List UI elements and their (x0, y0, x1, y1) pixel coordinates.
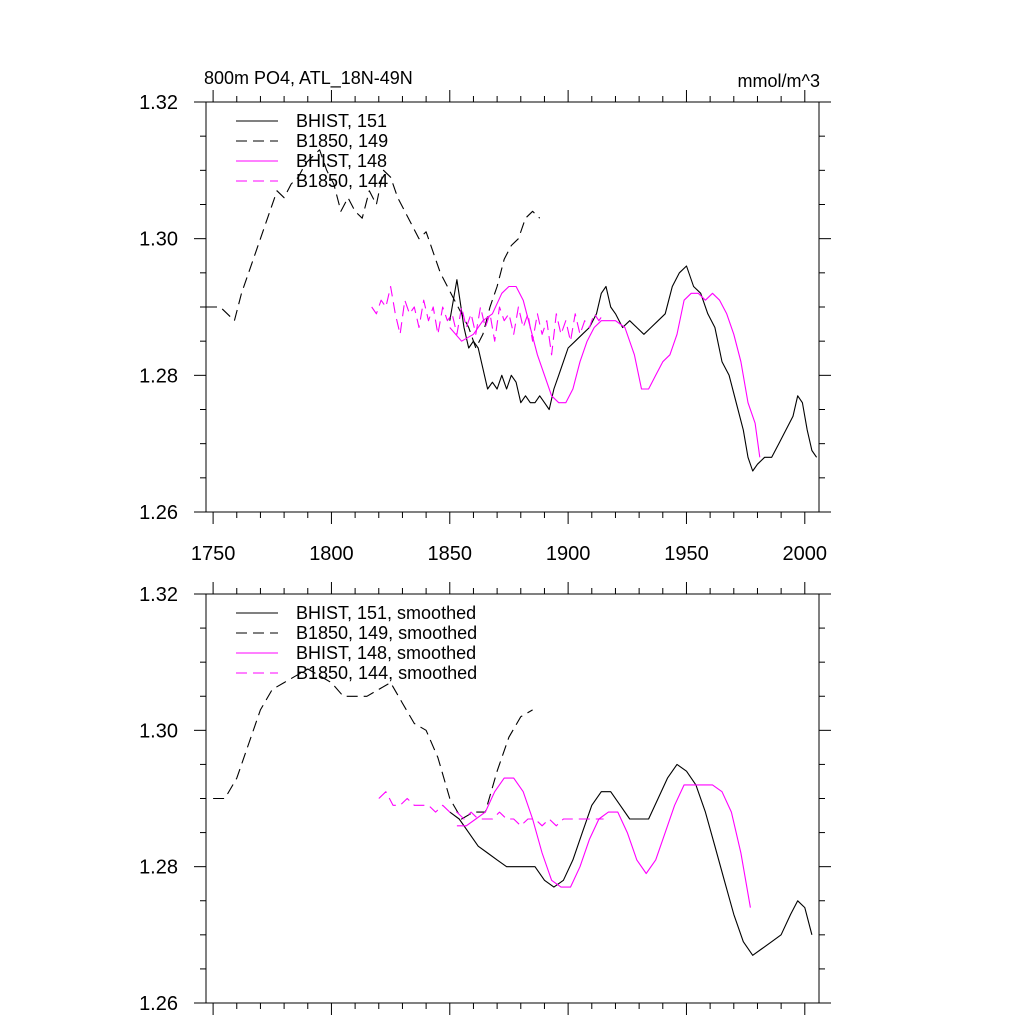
x-tick-label: 1850 (428, 543, 473, 565)
series-line-2 (206, 149, 541, 349)
legend-label-1: BHIST, 151, smoothed (296, 603, 476, 623)
series-line-3 (456, 777, 751, 908)
top-panel: 1750 1800 1850 1900 1950 2000 1.26 1.28 1.30 1.32… (139, 90, 831, 565)
y-tick-label: 1.32 (139, 92, 178, 114)
y-tick-label: 1.26 (139, 993, 178, 1015)
series-line-1 (449, 265, 818, 472)
x-tick-label: 1750 (191, 543, 236, 565)
y-tick-label: 1.28 (139, 365, 178, 387)
series-line-1 (449, 763, 813, 956)
legend-label-1: BHIST, 151 (296, 111, 387, 131)
x-tick-label: 2000 (783, 543, 828, 565)
legend-label-4: B1850, 144, smoothed (296, 663, 477, 683)
series-line-4 (371, 285, 605, 356)
legend-label-2: B1850, 149, smoothed (296, 623, 477, 643)
y-tick-label: 1.28 (139, 857, 178, 879)
legend-label-4: B1850, 144 (296, 171, 388, 191)
x-tick-label: 1900 (546, 543, 591, 565)
units-label: mmol/m^3 (738, 71, 820, 91)
legend-label-3: BHIST, 148 (296, 151, 387, 171)
legend-label-2: B1850, 149 (296, 131, 388, 151)
series-line-2 (213, 668, 533, 820)
series-line-3 (449, 285, 761, 458)
y-tick-label: 1.26 (139, 502, 178, 524)
series-line-4 (378, 791, 604, 827)
y-tick-label: 1.32 (139, 584, 178, 606)
chart-title: 800m PO4, ATL_18N-49N (204, 68, 413, 89)
y-tick-label: 1.30 (139, 229, 178, 251)
x-tick-label: 1950 (664, 543, 709, 565)
x-tick-label: 1800 (309, 543, 354, 565)
y-tick-label: 1.30 (139, 720, 178, 742)
legend-label-3: BHIST, 148, smoothed (296, 643, 476, 663)
